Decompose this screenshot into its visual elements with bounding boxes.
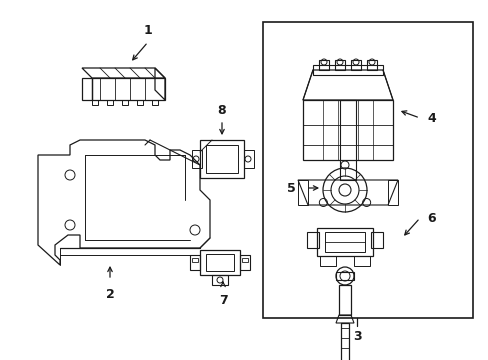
Bar bbox=[92, 100, 98, 105]
Text: 6: 6 bbox=[427, 212, 435, 225]
Bar bbox=[350, 60, 360, 70]
Bar bbox=[353, 256, 369, 266]
Text: 2: 2 bbox=[105, 288, 114, 302]
Bar bbox=[200, 140, 244, 178]
Bar bbox=[212, 275, 227, 285]
Bar bbox=[205, 254, 234, 271]
Bar bbox=[338, 285, 350, 315]
Bar bbox=[312, 65, 382, 75]
Bar bbox=[244, 150, 253, 168]
Bar bbox=[200, 250, 240, 275]
Text: 4: 4 bbox=[427, 112, 435, 125]
Bar bbox=[107, 100, 113, 105]
Text: 7: 7 bbox=[218, 293, 227, 306]
Bar bbox=[370, 232, 382, 248]
Bar bbox=[205, 145, 238, 173]
Bar bbox=[240, 255, 249, 270]
Bar bbox=[152, 100, 158, 105]
Text: 5: 5 bbox=[286, 181, 295, 194]
Bar bbox=[122, 100, 128, 105]
Bar bbox=[190, 255, 200, 270]
Bar bbox=[340, 323, 348, 360]
Bar bbox=[318, 60, 328, 70]
Bar bbox=[339, 100, 355, 180]
Text: 1: 1 bbox=[143, 23, 152, 36]
Bar bbox=[306, 232, 318, 248]
Bar bbox=[334, 60, 345, 70]
Bar bbox=[242, 258, 247, 262]
Bar bbox=[263, 22, 472, 318]
Bar bbox=[192, 258, 198, 262]
Bar bbox=[319, 256, 335, 266]
Bar bbox=[192, 150, 202, 168]
Bar bbox=[366, 60, 376, 70]
Text: 8: 8 bbox=[217, 104, 226, 117]
Bar bbox=[316, 228, 372, 256]
Text: 3: 3 bbox=[352, 329, 361, 342]
Bar bbox=[325, 232, 364, 252]
Bar bbox=[137, 100, 142, 105]
